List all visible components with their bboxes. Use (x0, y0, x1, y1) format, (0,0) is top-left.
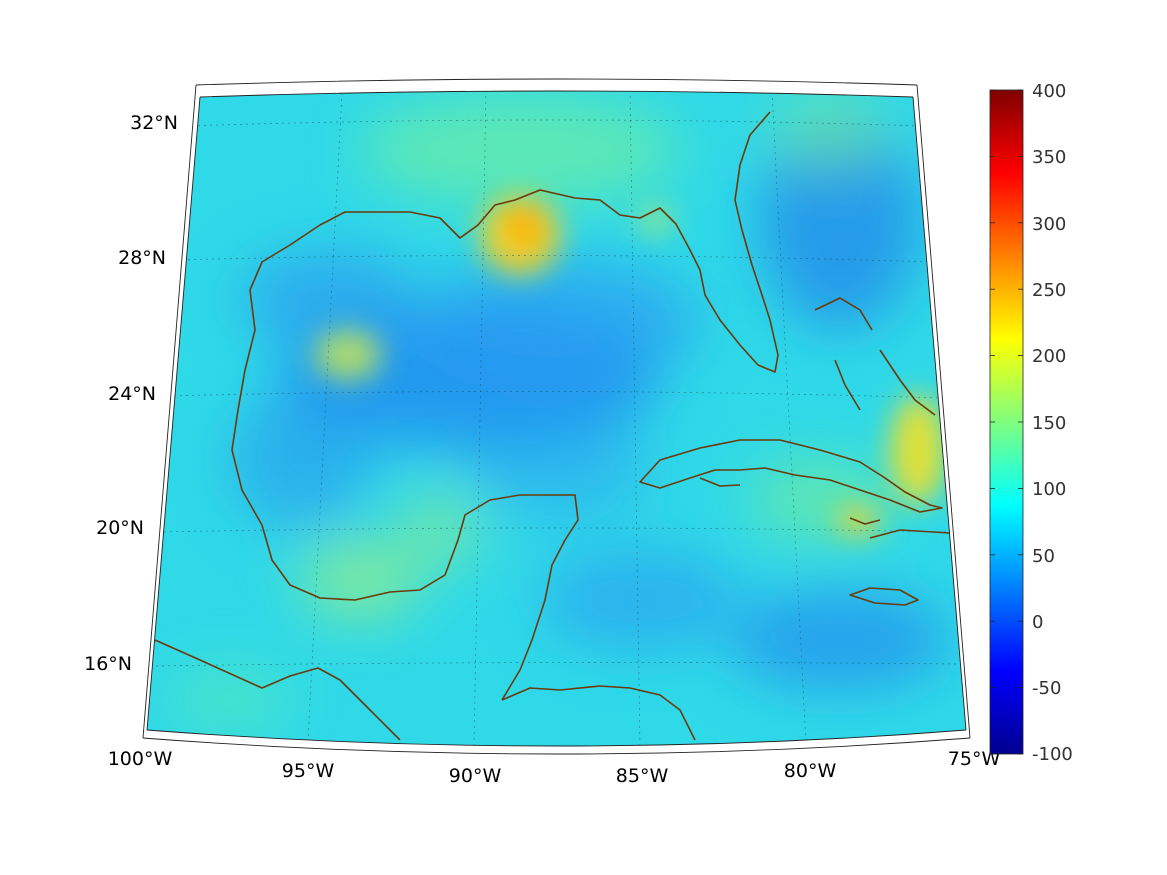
jamaica-coastline (849, 587, 919, 606)
colorbar-tick-label: 250 (1032, 280, 1066, 301)
bahamas-coastline (814, 297, 936, 416)
colorbar-tick-label: 50 (1032, 546, 1055, 567)
colorbar-tick-label: 0 (1032, 612, 1043, 633)
lat-label: 24°N (108, 383, 156, 405)
colorbar: 400 350 300 250 200 150 100 50 0 -50 -10… (989, 81, 1073, 765)
gulf-coastline (249, 111, 779, 373)
longitude-labels: 100°W 95°W 90°W 85°W 80°W 75°W (108, 748, 1001, 787)
colorbar-tick-label: 350 (1032, 147, 1066, 168)
colorbar-tick-label: -100 (1032, 744, 1073, 765)
colorbar-ticks (990, 89, 1023, 755)
lon-label: 95°W (282, 760, 335, 782)
lat-label: 32°N (130, 112, 178, 134)
data-field (147, 91, 966, 746)
lat-label: 28°N (118, 247, 166, 269)
colorbar-tick-label: 400 (1032, 81, 1066, 102)
lon-label: 90°W (449, 765, 502, 787)
colorbar-tick-label: 100 (1032, 479, 1066, 500)
colorbar-gradient (989, 89, 1024, 755)
lon-label: 80°W (784, 760, 837, 782)
colorbar-tick-label: 150 (1032, 413, 1066, 434)
colorbar-tick-label: 300 (1032, 214, 1066, 235)
colorbar-tick-label: -50 (1032, 678, 1061, 699)
lon-label: 75°W (948, 748, 1001, 770)
lat-label: 20°N (96, 517, 144, 539)
lat-label: 16°N (84, 653, 132, 675)
map-frame (142, 78, 971, 755)
latitude-labels: 32°N 28°N 24°N 20°N 16°N (84, 112, 178, 675)
colorbar-tick-label: 200 (1032, 346, 1066, 367)
pacific-coastline (154, 639, 401, 741)
cuba-coastline (639, 439, 943, 513)
lon-label: 85°W (616, 765, 669, 787)
lon-label: 100°W (108, 748, 173, 770)
coastlines (154, 111, 961, 741)
